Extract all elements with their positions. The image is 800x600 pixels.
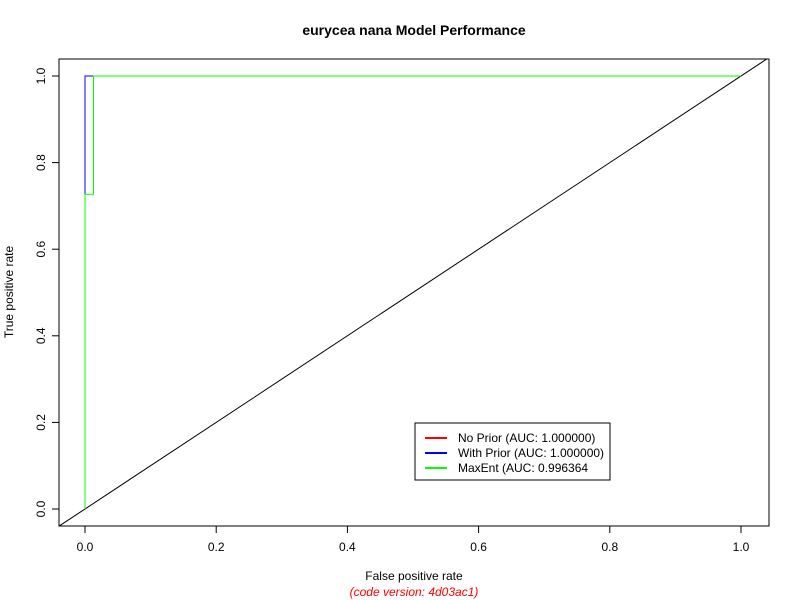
x-axis: 0.0 0.2 0.4 0.6 0.8 1.0 bbox=[77, 525, 750, 554]
reference-diagonal bbox=[59, 59, 768, 526]
x-tick-label: 0.2 bbox=[208, 540, 225, 554]
x-tick-label: 0.8 bbox=[601, 540, 618, 554]
legend: No Prior (AUC: 1.000000)With Prior (AUC:… bbox=[414, 422, 611, 481]
y-tick-label: 0.4 bbox=[34, 327, 48, 344]
legend-label: MaxEnt (AUC: 0.996364 bbox=[458, 461, 588, 475]
chart-title: eurycea nana Model Performance bbox=[302, 22, 526, 38]
series-layer bbox=[59, 59, 768, 526]
x-tick-label: 0.0 bbox=[77, 540, 94, 554]
x-axis-label: False positive rate bbox=[365, 569, 463, 583]
y-axis-label: True positive rate bbox=[2, 246, 16, 339]
y-tick-label: 1.0 bbox=[34, 67, 48, 84]
x-tick-label: 1.0 bbox=[733, 540, 750, 554]
y-tick-label: 0.2 bbox=[34, 414, 48, 431]
code-version-note: (code version: 4d03ac1) bbox=[350, 585, 479, 599]
x-tick-label: 0.6 bbox=[470, 540, 487, 554]
legend-label: With Prior (AUC: 1.000000) bbox=[458, 446, 604, 460]
y-tick-label: 0.8 bbox=[34, 154, 48, 171]
series-line-3 bbox=[84, 75, 741, 509]
legend-box bbox=[414, 422, 611, 481]
legend-label: No Prior (AUC: 1.000000) bbox=[458, 431, 595, 445]
y-axis: 0.0 0.2 0.4 0.6 0.8 1.0 bbox=[34, 67, 60, 517]
y-tick-label: 0.0 bbox=[34, 500, 48, 517]
y-tick-label: 0.6 bbox=[34, 241, 48, 258]
x-tick-label: 0.4 bbox=[339, 540, 356, 554]
